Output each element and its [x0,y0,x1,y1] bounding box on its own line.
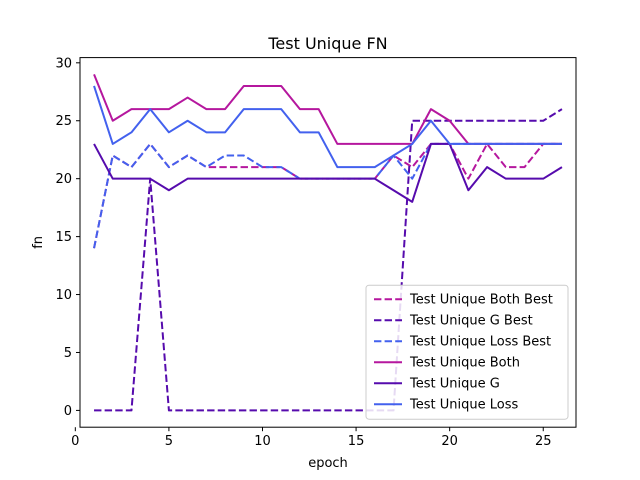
y-tick-label: 20 [55,172,72,187]
legend-label: Test Unique Loss [409,398,518,413]
legend-label: Test Unique Loss Best [409,335,551,350]
legend-box [365,284,569,420]
y-axis-ticks: 0 5 10 15 20 25 30 [55,56,80,419]
x-axis-label: epoch [308,456,348,471]
legend-label: Test Unique G [409,377,500,392]
legend-label: Test Unique G Best [409,314,533,329]
x-tick-label: 0 [71,434,79,449]
series-line-test-unique-g-best [94,108,563,412]
x-tick-label: 10 [254,434,271,449]
legend: Test Unique Both Best Test Unique G Best T… [365,284,569,420]
chart-title: Test Unique FN [267,34,387,53]
x-tick-label: 5 [165,434,173,449]
series-line-test-unique-g [93,142,563,203]
y-axis-label: fn [31,236,46,249]
y-tick-label: 25 [55,114,72,129]
x-tick-label: 25 [535,434,552,449]
plot-frame [79,57,577,428]
x-tick-label: 20 [441,434,458,449]
y-tick-label: 30 [55,56,72,71]
legend-label: Test Unique Both Best [409,293,553,308]
x-tick-label: 15 [348,434,365,449]
series-layer [93,74,563,412]
series-line-test-unique-loss [93,85,562,169]
y-tick-label: 5 [64,346,72,361]
y-tick-label: 0 [64,404,72,419]
y-tick-label: 10 [55,288,72,303]
y-tick-label: 15 [55,230,72,245]
x-axis-ticks: 0 5 10 15 20 25 [71,427,552,449]
legend-label: Test Unique Both [409,356,520,371]
